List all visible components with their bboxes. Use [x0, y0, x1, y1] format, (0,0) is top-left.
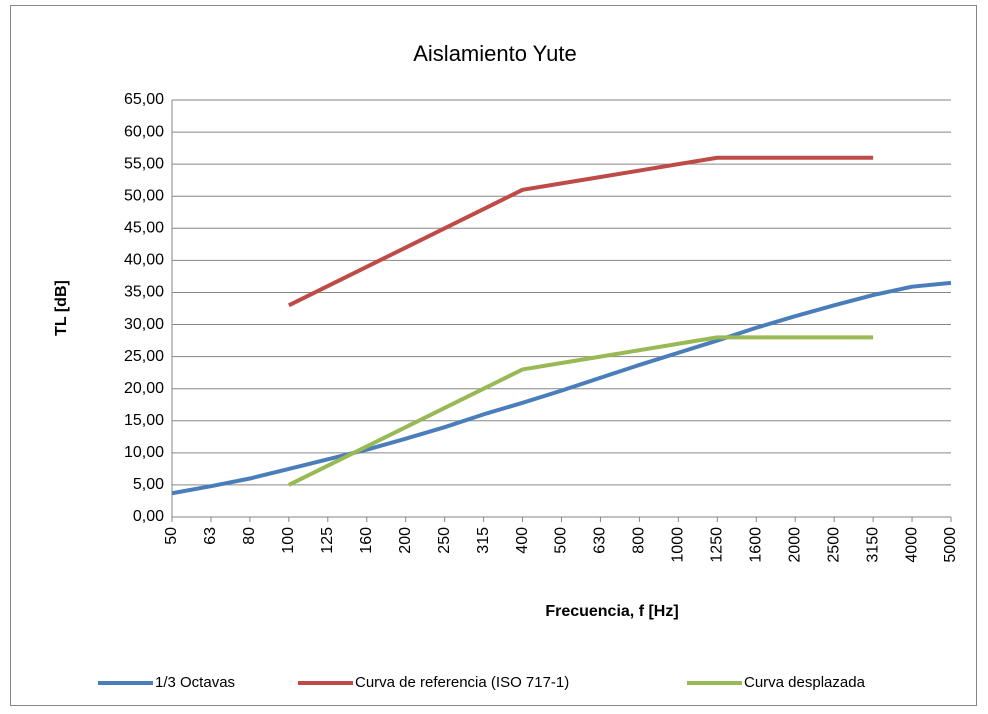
y-tick-label: 20,00 — [124, 380, 164, 397]
y-tick-label: 65,00 — [124, 91, 164, 108]
series-line — [287, 335, 874, 487]
y-tick-label: 25,00 — [124, 348, 164, 365]
x-tick-label: 2000 — [786, 527, 803, 563]
x-tick-label: 315 — [475, 527, 492, 554]
legend-label: Curva desplazada — [744, 674, 866, 691]
x-tick-label: 160 — [358, 527, 375, 554]
y-tick-label: 30,00 — [124, 316, 164, 333]
y-tick-label: 0,00 — [133, 508, 164, 525]
x-tick-label: 80 — [241, 527, 258, 545]
x-tick-label: 3150 — [864, 527, 881, 563]
legend-label: 1/3 Octavas — [155, 674, 235, 691]
y-tick-label: 35,00 — [124, 284, 164, 301]
chart-title: Aislamiento Yute — [413, 41, 576, 66]
series-line — [287, 155, 874, 308]
x-tick-label: 125 — [319, 527, 336, 554]
y-tick-label: 10,00 — [124, 444, 164, 461]
x-tick-label: 100 — [280, 527, 297, 554]
x-tick-label: 500 — [553, 527, 570, 554]
y-tick-label: 5,00 — [133, 476, 164, 493]
x-tick-label: 50 — [163, 527, 180, 545]
legend-label: Curva de referencia (ISO 717-1) — [355, 674, 569, 691]
x-tick-label: 4000 — [903, 527, 920, 563]
y-tick-label: 50,00 — [124, 187, 164, 204]
x-tick-label: 1600 — [747, 527, 764, 563]
x-tick-label: 800 — [631, 527, 648, 554]
y-tick-label: 55,00 — [124, 155, 164, 172]
x-tick-label: 63 — [202, 527, 219, 545]
series-line — [171, 280, 952, 496]
x-tick-label: 5000 — [942, 527, 959, 563]
y-tick-label: 60,00 — [124, 123, 164, 140]
x-tick-label: 250 — [436, 527, 453, 554]
y-tick-label: 15,00 — [124, 412, 164, 429]
x-tick-label: 2500 — [825, 527, 842, 563]
y-tick-label: 45,00 — [124, 220, 164, 237]
y-tick-label: 40,00 — [124, 252, 164, 269]
x-axis-title: Frecuencia, f [Hz] — [545, 603, 678, 620]
x-tick-label: 630 — [592, 527, 609, 554]
x-tick-label: 1250 — [709, 527, 726, 563]
x-tick-label: 200 — [397, 527, 414, 554]
y-axis-title: TL [dB] — [53, 280, 70, 336]
x-tick-label: 1000 — [670, 527, 687, 563]
x-tick-label: 400 — [514, 527, 531, 554]
